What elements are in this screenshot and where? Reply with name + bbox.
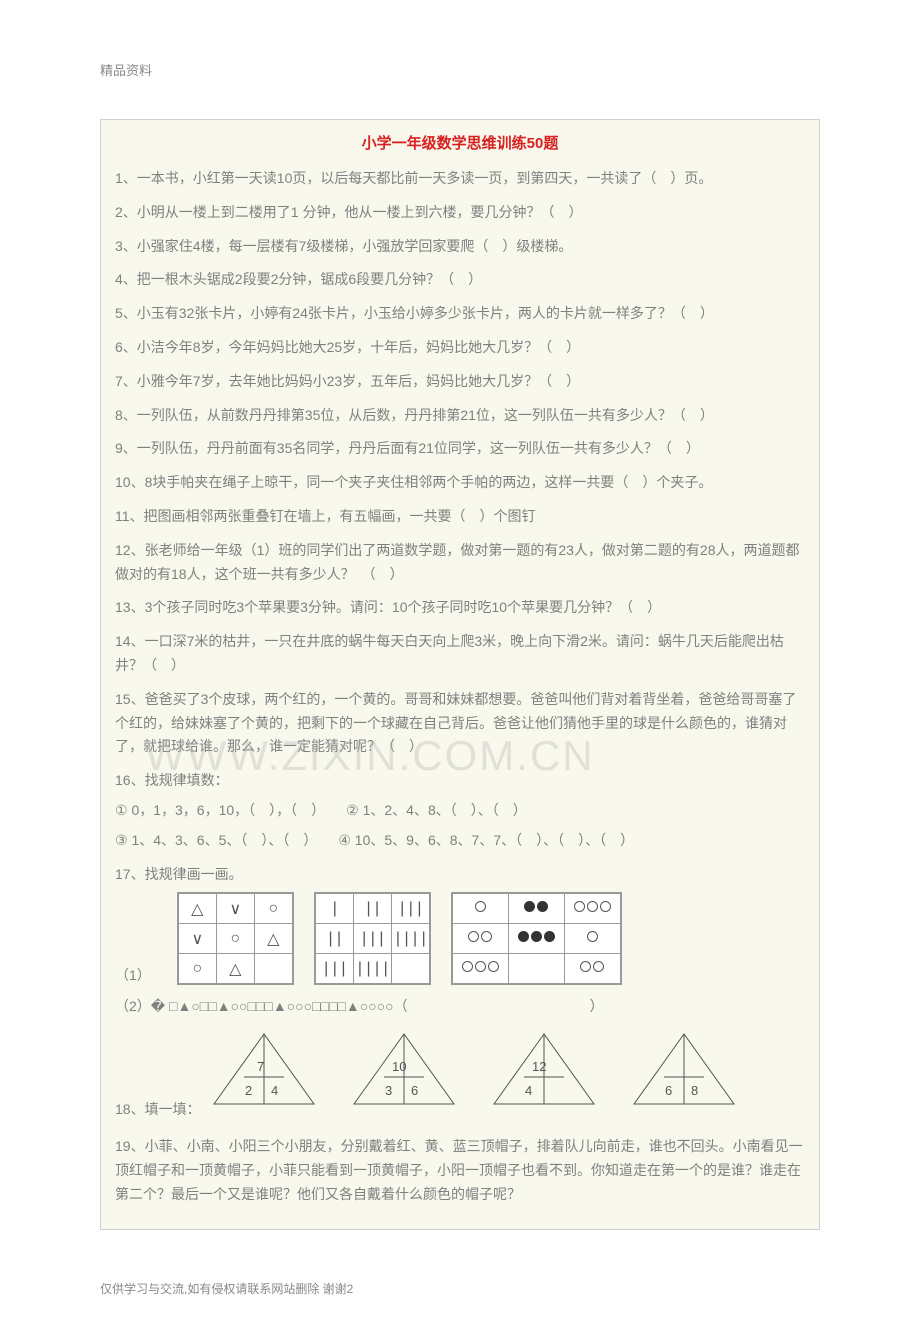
svg-text:6: 6: [665, 1083, 672, 1098]
question-16: 16、找规律填数：: [115, 769, 805, 793]
question-5: 5、小玉有32张卡片，小婷有24张卡片，小玉给小婷多少张卡片，两人的卡片就一样多…: [115, 302, 805, 326]
svg-text:6: 6: [411, 1083, 418, 1098]
triangle-4: 68: [629, 1029, 739, 1109]
triangle-3: 124: [489, 1029, 599, 1109]
header-text: 精品资料: [100, 60, 820, 79]
svg-text:4: 4: [271, 1083, 278, 1098]
question-17-2: （2）� □▲○□□▲○○□□□▲○○○□□□□▲○○○○（ ）: [115, 995, 805, 1019]
q17-grids: （1） △∨○ ∨○△ ○△ |||||| ||||||||| |||||||: [115, 892, 805, 985]
svg-text:4: 4: [525, 1083, 532, 1098]
q17-1-label: （1）: [115, 965, 151, 985]
question-1: 1、一本书，小红第一天读10页，以后每天都比前一天多读一页，到第四天，一共读了（…: [115, 167, 805, 191]
grid-3: [451, 892, 622, 985]
question-9: 9、一列队伍，丹丹前面有35名同学，丹丹后面有21位同学，这一列队伍一共有多少人…: [115, 437, 805, 461]
question-16a: ① 0，1，3，6，10，（ ），（ ） ② 1、2、4、8、（ ）、（ ）: [115, 799, 805, 823]
question-14: 14、一口深7米的枯井，一只在井底的蜗牛每天白天向上爬3米，晚上向下滑2米。请问…: [115, 630, 805, 678]
question-19: 19、小菲、小南、小阳三个小朋友，分别戴着红、黄、蓝三顶帽子，排着队儿向前走，谁…: [115, 1135, 805, 1206]
svg-text:3: 3: [385, 1083, 392, 1098]
question-12: 12、张老师给一年级（1）班的同学们出了两道数学题，做对第一题的有23人，做对第…: [115, 539, 805, 587]
question-3: 3、小强家住4楼，每一层楼有7级楼梯，小强放学回家要爬（ ）级楼梯。: [115, 235, 805, 259]
grid-2: |||||| ||||||||| |||||||: [314, 892, 431, 985]
question-7: 7、小雅今年7岁，去年她比妈妈小23岁，五年后，妈妈比她大几岁？（ ）: [115, 370, 805, 394]
content-box: 小学一年级数学思维训练50题 1、一本书，小红第一天读10页，以后每天都比前一天…: [100, 119, 820, 1230]
footer-text: 仅供学习与交流,如有侵权请联系网站删除 谢谢2: [100, 1280, 820, 1297]
svg-text:12: 12: [532, 1059, 546, 1074]
grid-1: △∨○ ∨○△ ○△: [177, 892, 294, 985]
triangle-2: 103 6: [349, 1029, 459, 1109]
triangle-1: 72 4: [209, 1029, 319, 1109]
question-8: 8、一列队伍，从前数丹丹排第35位，从后数，丹丹排第21位，这一列队伍一共有多少…: [115, 404, 805, 428]
svg-text:10: 10: [392, 1059, 406, 1074]
question-6: 6、小洁今年8岁，今年妈妈比她大25岁，十年后，妈妈比她大几岁？（ ）: [115, 336, 805, 360]
question-13: 13、3个孩子同时吃3个苹果要3分钟。请问：10个孩子同时吃10个苹果要几分钟？…: [115, 596, 805, 620]
question-18: 18、填一填：: [115, 1099, 201, 1119]
question-17: 17、找规律画一画。: [115, 863, 805, 887]
question-15: 15、爸爸买了3个皮球，两个红的，一个黄的。哥哥和妹妹都想要。爸爸叫他们背对着背…: [115, 688, 805, 759]
question-4: 4、把一根木头锯成2段要2分钟，锯成6段要几分钟？（ ）: [115, 268, 805, 292]
svg-text:2: 2: [245, 1083, 252, 1098]
svg-text:7: 7: [257, 1059, 264, 1074]
question-2: 2、小明从一楼上到二楼用了1 分钟，他从一楼上到六楼，要几分钟？（ ）: [115, 201, 805, 225]
doc-title: 小学一年级数学思维训练50题: [115, 132, 805, 153]
question-11: 11、把图画相邻两张重叠钉在墙上，有五幅画，一共要（ ）个图钉: [115, 505, 805, 529]
svg-text:8: 8: [691, 1083, 698, 1098]
question-10: 10、8块手帕夹在绳子上晾干，同一个夹子夹住相邻两个手帕的两边，这样一共要（ ）…: [115, 471, 805, 495]
question-16b: ③ 1、4、3、6、5、（ ）、（ ） ④ 10、5、9、6、8、7、7、（ ）…: [115, 829, 805, 853]
triangle-row: 724 1036 124 68: [209, 1029, 739, 1109]
